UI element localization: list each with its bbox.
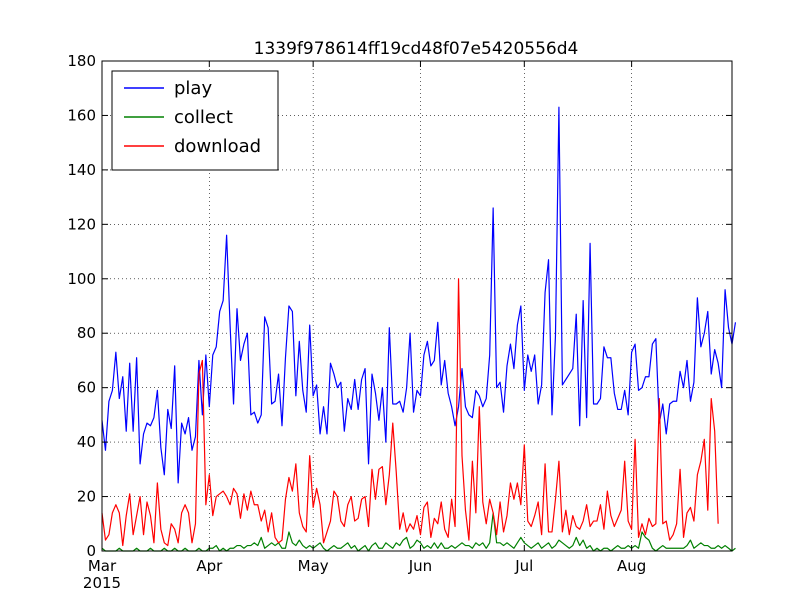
series-line-download xyxy=(101,278,719,547)
y-tick-label: 80 xyxy=(77,324,96,342)
legend-label-collect: collect xyxy=(174,107,233,128)
y-tick-label: 60 xyxy=(77,379,96,397)
chart-title: 1339f978614ff19cd48f07e5420556d4 xyxy=(254,39,579,59)
y-tick-label: 100 xyxy=(67,270,96,288)
series-line-collect xyxy=(101,512,736,552)
legend: play collect download xyxy=(111,70,279,171)
y-tick-label: 40 xyxy=(77,433,96,451)
x-tick-label: Apr xyxy=(196,557,223,575)
x-tick-label: Jul xyxy=(514,557,533,575)
x-tick-label: Jun xyxy=(408,557,432,575)
y-tick-label: 140 xyxy=(67,161,96,179)
x-tick-label: Aug xyxy=(617,557,646,575)
x-tick-sublabel: 2015 xyxy=(83,574,121,592)
y-tick-label: 120 xyxy=(67,215,96,233)
y-tick-label: 20 xyxy=(77,488,96,506)
y-tick-label: 0 xyxy=(86,542,96,560)
series-lines xyxy=(101,106,737,552)
x-tick-label: May xyxy=(298,557,329,575)
y-tick-label: 160 xyxy=(67,106,96,124)
plot-area xyxy=(101,60,733,552)
x-tick-label: Mar xyxy=(88,557,117,575)
series-line-play xyxy=(101,106,737,484)
legend-label-play: play xyxy=(174,78,212,99)
legend-label-download: download xyxy=(174,136,261,157)
y-tick-label: 180 xyxy=(67,52,96,70)
